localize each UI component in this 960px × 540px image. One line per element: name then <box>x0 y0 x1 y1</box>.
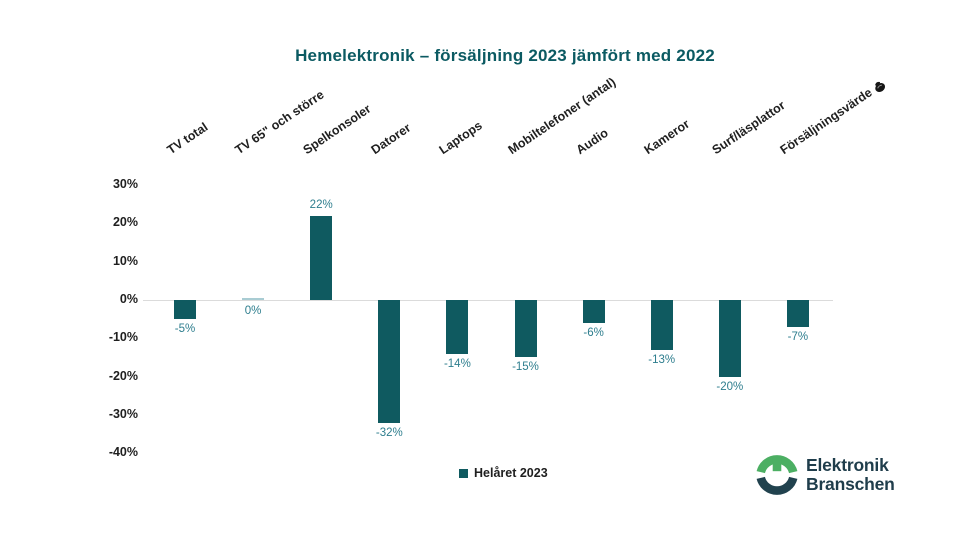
bar-9 <box>786 300 809 327</box>
category-label-text: Audio <box>573 125 611 158</box>
y-axis-tick-label: 0% <box>119 292 138 306</box>
category-label-9: Försäljningsvärde <box>778 76 889 158</box>
data-label-1: 0% <box>244 305 262 317</box>
data-label-7: -13% <box>648 353 676 366</box>
chart-title: Hemelektronik – försäljning 2023 jämfört… <box>295 46 715 65</box>
category-label-text: Mobiltelefoner (antal) <box>505 74 618 158</box>
y-axis-tick-label: -40% <box>108 445 138 460</box>
category-label-6: Audio <box>573 126 611 158</box>
category-label-3: Datorer <box>369 121 414 158</box>
brand-logo-mark-icon <box>756 455 798 495</box>
category-label-text: Laptops <box>437 118 486 158</box>
category-label-text: Datorer <box>368 120 414 158</box>
bar-8 <box>718 300 741 377</box>
bar-1 <box>242 298 265 300</box>
brand-logo-line1: Elektronik <box>806 455 889 475</box>
data-label-6: -6% <box>583 326 604 339</box>
data-label-3: -32% <box>375 426 403 439</box>
category-label-text: Kameror <box>641 116 692 158</box>
bar-4 <box>446 300 469 354</box>
legend: Helåret 2023 <box>459 466 548 480</box>
data-label-5: -15% <box>512 361 539 374</box>
y-axis-tick-label: -10% <box>108 330 138 345</box>
bar-2 <box>310 215 333 300</box>
data-label-9: -7% <box>787 330 809 343</box>
y-axis-tick-label: 30% <box>112 177 138 192</box>
category-label-5: Mobiltelefoner (antal) <box>505 75 618 158</box>
category-label-text: Surf/läsplattor <box>709 98 788 158</box>
data-label-0: -5% <box>174 323 196 336</box>
bar-5 <box>514 300 537 358</box>
bar-0 <box>174 300 196 320</box>
bar-3 <box>378 300 401 423</box>
bar-6 <box>582 300 605 323</box>
category-label-text: TV total <box>164 119 211 158</box>
brand-logo-text: Elektronik Branschen <box>806 456 895 494</box>
legend-marker-icon <box>459 468 468 478</box>
category-label-7: Kameror <box>641 117 692 158</box>
y-axis-tick-label: -30% <box>108 406 138 421</box>
y-axis-tick-label: -20% <box>108 368 138 383</box>
legend-label: Helåret 2023 <box>474 466 548 480</box>
category-label-8: Surf/läsplattor <box>709 98 788 158</box>
brand-logo-line2: Branschen <box>806 474 895 494</box>
category-label-text: Försäljningsvärde <box>777 85 875 158</box>
category-label-4: Laptops <box>437 118 486 158</box>
category-label-0: TV total <box>165 120 211 158</box>
bar-7 <box>650 300 673 350</box>
brand-logo: Elektronik Branschen <box>756 454 895 496</box>
y-axis-tick-label: 20% <box>112 215 138 230</box>
data-label-4: -14% <box>443 357 471 370</box>
y-axis-tick-label: 10% <box>112 253 138 268</box>
zero-gridline <box>143 300 833 301</box>
money-bag-icon <box>874 82 885 93</box>
data-label-2: 22% <box>309 198 333 211</box>
data-label-8: -20% <box>716 380 744 393</box>
